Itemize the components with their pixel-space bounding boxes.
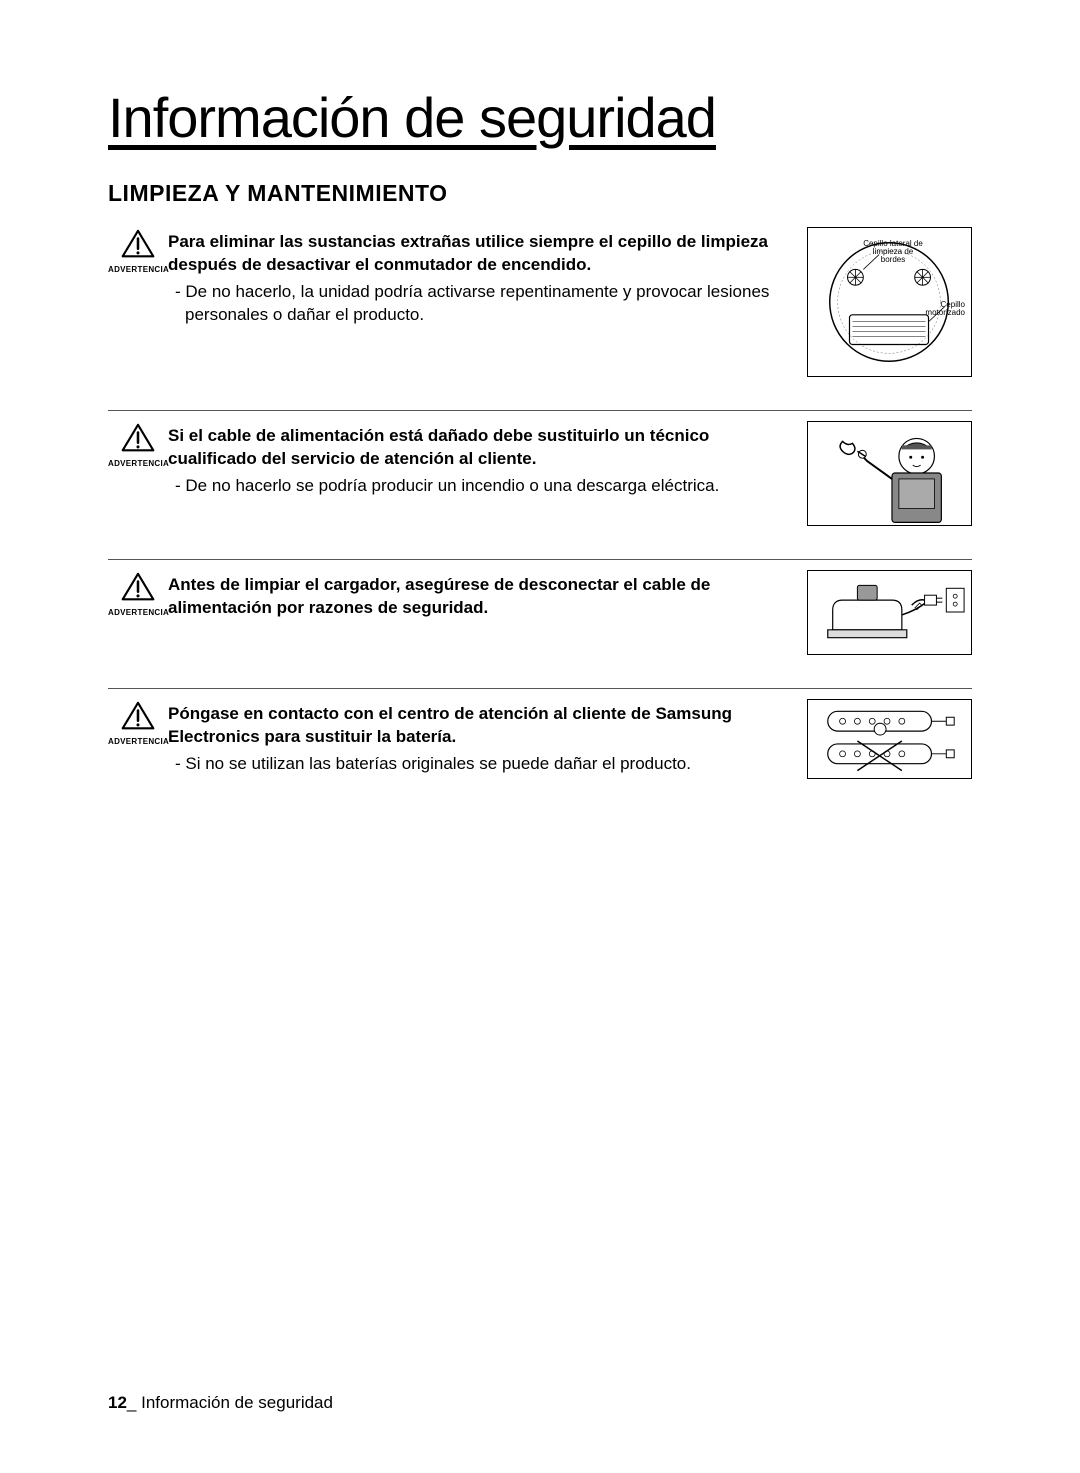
- illustration-column: [807, 421, 972, 526]
- illustration-battery: [807, 699, 972, 779]
- main-title: Información de seguridad: [108, 85, 972, 150]
- warning-block-1: ADVERTENCIA Para eliminar las sustancias…: [108, 227, 972, 377]
- warning-icon-column: ADVERTENCIA: [108, 227, 168, 274]
- warning-bold-text: Si el cable de alimentación está dañado …: [168, 425, 792, 471]
- illustration-charger-unplug: [807, 570, 972, 655]
- warning-block-4: ADVERTENCIA Póngase en contacto con el c…: [108, 688, 972, 779]
- illustration-technician: [807, 421, 972, 526]
- warning-block-3: ADVERTENCIA Antes de limpiar el cargador…: [108, 559, 972, 655]
- illustration-column: Cepillo lateral de limpieza de bordes Ce…: [807, 227, 972, 377]
- page-footer: 12_ Información de seguridad: [108, 1393, 333, 1413]
- warning-icon-column: ADVERTENCIA: [108, 570, 168, 617]
- footer-text: Información de seguridad: [141, 1393, 333, 1412]
- warning-label: ADVERTENCIA: [108, 737, 168, 746]
- warning-bold-text: Para eliminar las sustancias extrañas ut…: [168, 231, 792, 277]
- warning-bold-text: Póngase en contacto con el centro de ate…: [168, 703, 792, 749]
- illustration-column: [807, 699, 972, 779]
- page-number: 12: [108, 1393, 127, 1412]
- warning-text-column: Para eliminar las sustancias extrañas ut…: [168, 227, 807, 327]
- illustration-column: [807, 570, 972, 655]
- warning-triangle-icon: [108, 572, 168, 607]
- warning-detail-text: - Si no se utilizan las baterías origina…: [168, 753, 792, 776]
- warning-block-2: ADVERTENCIA Si el cable de alimentación …: [108, 410, 972, 526]
- warning-triangle-icon: [108, 701, 168, 736]
- warning-label: ADVERTENCIA: [108, 608, 168, 617]
- warning-triangle-icon: [108, 229, 168, 264]
- illustration-label-brush-side: Cepillo lateral de limpieza de bordes: [863, 240, 923, 264]
- warning-detail-text: - De no hacerlo, la unidad podría activa…: [168, 281, 792, 327]
- warning-bold-text: Antes de limpiar el cargador, asegúrese …: [168, 574, 792, 620]
- warning-text-column: Antes de limpiar el cargador, asegúrese …: [168, 570, 807, 624]
- warning-text-column: Si el cable de alimentación está dañado …: [168, 421, 807, 498]
- illustration-label-brush-motor: Cepillo motorizado: [905, 301, 965, 317]
- page-container: Información de seguridad LIMPIEZA Y MANT…: [0, 0, 1080, 847]
- warning-icon-column: ADVERTENCIA: [108, 421, 168, 468]
- warning-detail-text: - De no hacerlo se podría producir un in…: [168, 475, 792, 498]
- warning-icon-column: ADVERTENCIA: [108, 699, 168, 746]
- warning-triangle-icon: [108, 423, 168, 458]
- section-heading: LIMPIEZA Y MANTENIMIENTO: [108, 180, 972, 207]
- footer-separator: _: [127, 1393, 136, 1412]
- illustration-robot-underside: Cepillo lateral de limpieza de bordes Ce…: [807, 227, 972, 377]
- warning-label: ADVERTENCIA: [108, 265, 168, 274]
- warning-label: ADVERTENCIA: [108, 459, 168, 468]
- warning-text-column: Póngase en contacto con el centro de ate…: [168, 699, 807, 776]
